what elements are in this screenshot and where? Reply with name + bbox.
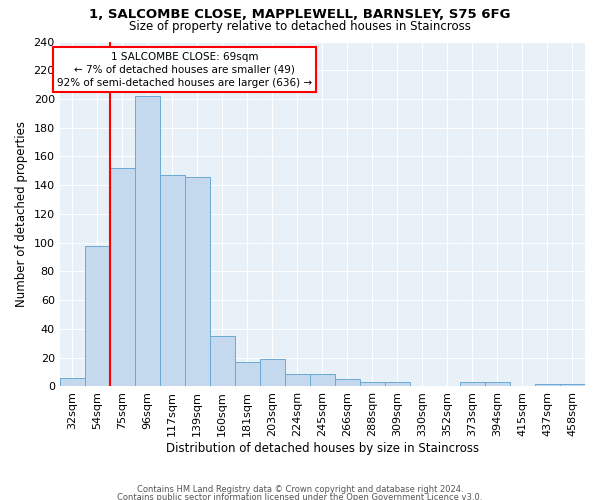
- Bar: [360, 382, 385, 386]
- Bar: [160, 175, 185, 386]
- Bar: [260, 359, 285, 386]
- Bar: [535, 384, 560, 386]
- Bar: [110, 168, 135, 386]
- Bar: [485, 382, 510, 386]
- Text: Contains HM Land Registry data © Crown copyright and database right 2024.: Contains HM Land Registry data © Crown c…: [137, 485, 463, 494]
- Bar: [285, 374, 310, 386]
- Bar: [560, 384, 585, 386]
- Bar: [210, 336, 235, 386]
- Bar: [310, 374, 335, 386]
- Bar: [335, 380, 360, 386]
- Text: Size of property relative to detached houses in Staincross: Size of property relative to detached ho…: [129, 20, 471, 33]
- Bar: [135, 96, 160, 386]
- Text: Contains public sector information licensed under the Open Government Licence v3: Contains public sector information licen…: [118, 494, 482, 500]
- Text: 1, SALCOMBE CLOSE, MAPPLEWELL, BARNSLEY, S75 6FG: 1, SALCOMBE CLOSE, MAPPLEWELL, BARNSLEY,…: [89, 8, 511, 20]
- Y-axis label: Number of detached properties: Number of detached properties: [15, 121, 28, 307]
- Bar: [385, 382, 410, 386]
- Text: 1 SALCOMBE CLOSE: 69sqm
← 7% of detached houses are smaller (49)
92% of semi-det: 1 SALCOMBE CLOSE: 69sqm ← 7% of detached…: [57, 52, 313, 88]
- Bar: [185, 176, 210, 386]
- Bar: [235, 362, 260, 386]
- Bar: [460, 382, 485, 386]
- X-axis label: Distribution of detached houses by size in Staincross: Distribution of detached houses by size …: [166, 442, 479, 455]
- Bar: [59, 378, 85, 386]
- Bar: [85, 246, 110, 386]
